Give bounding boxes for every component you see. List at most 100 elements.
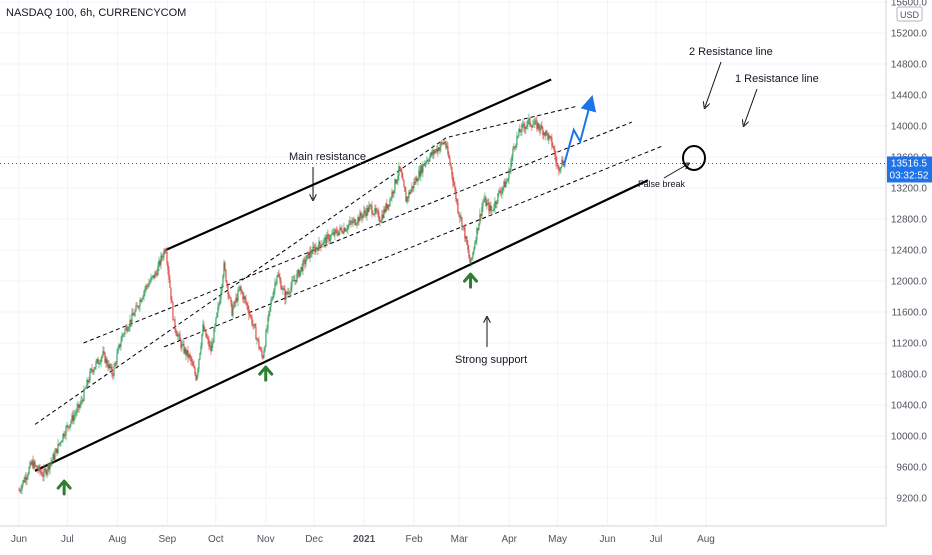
candle-body — [537, 123, 539, 129]
candle-body — [48, 464, 50, 470]
candle-body — [162, 256, 164, 258]
candle-body — [75, 412, 77, 415]
candle-body — [79, 404, 81, 408]
candle-body — [334, 229, 336, 236]
candle-body — [145, 285, 147, 289]
candle-body — [534, 120, 536, 124]
candle-body — [298, 269, 300, 277]
candle-body — [307, 252, 309, 255]
candle-body — [197, 368, 199, 376]
candle-body — [78, 404, 80, 408]
candle-body — [553, 147, 555, 150]
candle-body — [180, 339, 182, 348]
candle-body — [328, 234, 330, 241]
candle-body — [472, 252, 474, 258]
candle-body — [515, 145, 517, 148]
x-tick-label: Oct — [208, 534, 224, 545]
candle-body — [530, 124, 532, 127]
candle-body — [263, 350, 265, 358]
candle-body — [186, 350, 188, 356]
candle-body — [133, 315, 135, 316]
candle-body — [141, 298, 143, 302]
candle-body — [365, 212, 367, 217]
main-resistance-label: Main resistance — [289, 151, 366, 163]
candle-body — [430, 152, 432, 157]
y-tick-label: 15200.0 — [891, 29, 928, 40]
candle-body — [22, 480, 24, 485]
false-break-circle — [682, 145, 706, 171]
candle-body — [195, 373, 197, 380]
candle-body — [130, 319, 132, 323]
candle-body — [274, 283, 276, 290]
candle-body — [550, 136, 552, 139]
candle-body — [367, 207, 369, 213]
candle-body — [182, 344, 184, 345]
candle-body — [295, 279, 297, 282]
candle-body — [134, 311, 136, 316]
candle-body — [266, 328, 268, 331]
last-price-value: 13516.5 — [891, 158, 928, 169]
candle-body — [36, 465, 38, 469]
candle-body — [83, 388, 85, 401]
candle-body — [457, 202, 459, 213]
candle-body — [392, 191, 394, 194]
candle-body — [139, 299, 141, 307]
candle-body — [353, 219, 355, 221]
candle-body — [189, 354, 191, 357]
resistance-1-pointer — [744, 88, 758, 125]
candle-body — [454, 185, 456, 190]
candle-body — [216, 312, 218, 318]
candle-body — [234, 302, 236, 303]
candle-body — [219, 300, 221, 305]
candle-body — [42, 475, 44, 477]
candle-body — [85, 387, 87, 389]
candle-body — [496, 202, 498, 204]
candle-body — [528, 118, 530, 121]
candle-body — [468, 249, 470, 257]
candle-body — [563, 163, 565, 167]
candle-body — [114, 363, 116, 366]
candle-body — [92, 370, 94, 373]
candle-body — [171, 299, 173, 303]
candle-body — [393, 190, 395, 194]
candle-body — [535, 120, 537, 122]
candle-body — [199, 352, 201, 360]
candle-body — [187, 350, 189, 358]
candle-body — [347, 225, 349, 230]
candle-body — [301, 267, 303, 272]
candle-body — [233, 302, 235, 309]
candle-body — [73, 415, 75, 421]
candle-body — [372, 213, 374, 215]
candle-body — [560, 166, 562, 170]
candle-body — [100, 358, 102, 363]
candle-body — [98, 363, 100, 365]
candle-body — [461, 217, 463, 228]
candle-body — [493, 208, 495, 210]
candles — [18, 113, 566, 495]
candle-body — [483, 200, 485, 203]
candle-body — [63, 433, 65, 437]
candle-body — [383, 209, 385, 219]
candle-body — [99, 362, 101, 364]
candle-body — [184, 348, 186, 353]
candle-body — [67, 425, 69, 427]
candle-body — [230, 297, 232, 303]
candle-body — [283, 288, 285, 290]
candle-body — [56, 448, 58, 454]
candle-body — [109, 364, 111, 369]
candle-body — [172, 302, 174, 321]
candle-body — [377, 211, 379, 213]
candle-body — [127, 329, 129, 332]
candle-body — [261, 350, 263, 357]
candle-body — [497, 193, 499, 203]
candle-body — [331, 234, 333, 236]
candle-body — [517, 135, 519, 137]
candle-body — [485, 197, 487, 207]
candle-body — [302, 260, 304, 272]
candle-body — [471, 257, 473, 259]
candle-body — [402, 177, 404, 181]
candle-body — [371, 205, 373, 214]
candle-body — [129, 319, 131, 327]
x-tick-label: 2021 — [353, 534, 376, 545]
candle-body — [514, 146, 516, 148]
